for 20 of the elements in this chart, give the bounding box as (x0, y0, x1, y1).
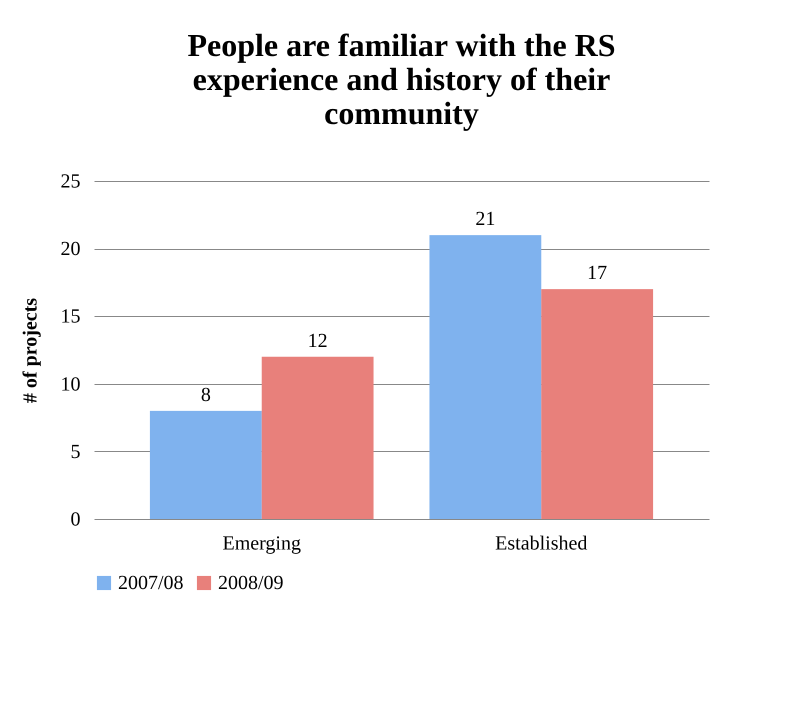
bar (150, 410, 262, 519)
x-tick-label: Established (495, 532, 588, 554)
y-tick-label: 15 (60, 306, 80, 328)
y-tick-label: 25 (60, 170, 80, 192)
data-label: 8 (200, 384, 211, 406)
bar (541, 289, 654, 519)
legend-label: 2007/08 (118, 572, 184, 594)
bar (262, 356, 374, 519)
x-tick-label: Emerging (222, 532, 301, 554)
data-label: 17 (587, 262, 608, 284)
y-tick-label: 10 (60, 373, 80, 396)
legend-label: 2008/09 (218, 572, 284, 594)
y-tick-label: 20 (60, 238, 80, 260)
y-axis-title: # of projects (20, 298, 42, 404)
y-tick-label: 5 (70, 440, 80, 463)
chart-title: People are familiar with the RS experience and history of their community (187, 27, 616, 131)
data-label: 12 (308, 330, 328, 352)
data-label: 21 (475, 208, 496, 230)
y-tick-label: 0 (70, 508, 80, 530)
bar (429, 235, 542, 519)
